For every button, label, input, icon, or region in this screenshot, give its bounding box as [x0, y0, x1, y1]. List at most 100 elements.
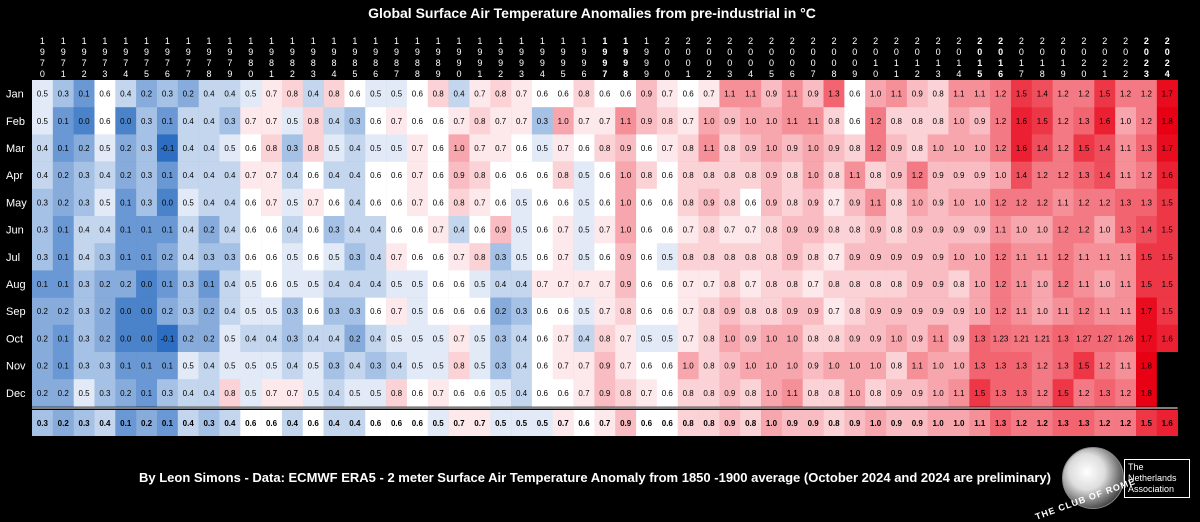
year-label-digit: 9	[165, 47, 170, 57]
cell-value-label: 1.1	[787, 389, 799, 398]
cell-value-label: 0.8	[724, 198, 736, 207]
heatmap-cell	[927, 107, 949, 135]
heatmap-cell	[615, 161, 637, 190]
annual-value-label: 0.9	[724, 419, 736, 428]
heatmap-cell	[240, 161, 262, 190]
cell-value-label: 0.8	[224, 389, 236, 398]
heatmap-cell	[1073, 80, 1095, 108]
heatmap-cell	[573, 134, 595, 162]
heatmap-cell	[365, 161, 387, 190]
annual-cell	[365, 410, 387, 436]
cell-value-label: 0.5	[495, 389, 507, 398]
cell-value-label: 1.1	[933, 334, 945, 343]
cell-value-label: 0.4	[328, 117, 340, 126]
cell-value-label: 0.4	[203, 389, 215, 398]
year-label-digit: 8	[1040, 69, 1045, 79]
cell-value-label: 0.5	[224, 334, 236, 343]
year-label-digit: 1	[1019, 58, 1024, 68]
cell-value-label: 0.4	[99, 171, 111, 180]
cell-value-label: 1.2	[1141, 90, 1153, 99]
cell-value-label: 0.4	[266, 334, 278, 343]
heatmap-cell	[386, 352, 408, 380]
heatmap-cell	[177, 270, 199, 298]
cell-value-label: 0.7	[745, 280, 757, 289]
year-label-digit: 2	[1123, 58, 1128, 68]
heatmap-cell	[636, 188, 658, 217]
year-label-digit: 0	[811, 47, 816, 57]
heatmap-cell	[281, 161, 304, 190]
year-label-digit: 0	[956, 47, 961, 57]
heatmap-cell	[927, 352, 949, 380]
cell-value-label: 1.3	[828, 90, 840, 99]
heatmap-cell	[136, 379, 158, 407]
annual-cell	[1011, 410, 1033, 436]
year-label-digit: 1	[61, 69, 66, 79]
year-label-digit: 6	[165, 69, 170, 79]
heatmap-cell	[761, 352, 783, 380]
cell-value-label: 0.4	[349, 198, 361, 207]
cell-value-label: 0.4	[203, 117, 215, 126]
year-label-digit: 7	[40, 58, 45, 68]
year-label-digit: 9	[415, 47, 420, 57]
cell-value-label: 0.7	[745, 226, 757, 235]
cell-value-label: 0.6	[558, 307, 570, 316]
heatmap-cell	[1011, 352, 1033, 380]
cell-value-label: 1.7	[1162, 144, 1174, 153]
year-label-digit: 8	[269, 58, 274, 68]
heatmap-cell	[594, 243, 616, 271]
cell-value-label: 0.4	[203, 198, 215, 207]
heatmap-cell	[781, 161, 804, 190]
cell-value-label: 0.1	[141, 226, 153, 235]
cell-value-label: 0.3	[79, 198, 91, 207]
heatmap-cell	[1156, 216, 1178, 244]
year-label-digit: 0	[977, 47, 982, 57]
heatmap-cell	[448, 134, 470, 162]
cell-value-label: 0.8	[683, 144, 695, 153]
annual-cell	[886, 410, 908, 436]
cell-value-label: 0.8	[683, 171, 695, 180]
cell-value-label: 1.4	[1016, 171, 1028, 180]
year-label-digit: 2	[831, 36, 836, 46]
year-label-digit: 9	[623, 58, 628, 68]
heatmap-cell	[906, 352, 928, 380]
heatmap-cell	[73, 270, 95, 298]
club-of-rome-logo: The Netherlands Association THE CLUB OF …	[1034, 445, 1192, 522]
cell-value-label: 1.5	[974, 389, 986, 398]
cell-value-label: 0.2	[203, 334, 215, 343]
cell-value-label: 1.0	[933, 362, 945, 371]
heatmap-cell	[511, 297, 533, 326]
cell-value-label: 0.7	[662, 144, 674, 153]
cell-value-label: 0.3	[203, 253, 215, 262]
cell-value-label: 0.6	[558, 389, 570, 398]
annual-cell	[198, 410, 220, 436]
cell-value-label: 0.9	[933, 307, 945, 316]
cell-value-label: 0.6	[391, 226, 403, 235]
heatmap-cell	[386, 216, 408, 244]
annual-value-label: 0.9	[620, 419, 632, 428]
heatmap-cell	[636, 324, 658, 353]
annual-value-label: 0.4	[328, 419, 340, 428]
cell-value-label: 0.8	[787, 280, 799, 289]
annual-value-label: 0.9	[912, 419, 924, 428]
cell-value-label: 0.5	[370, 90, 382, 99]
cell-value-label: 0.6	[453, 280, 465, 289]
cell-value-label: 1.1	[1016, 253, 1028, 262]
heatmap-cell	[552, 379, 574, 407]
cell-value-label: 0.3	[162, 389, 174, 398]
heatmap-cell	[136, 324, 158, 353]
cell-value-label: 0.2	[162, 253, 174, 262]
heatmap-cell	[94, 188, 116, 217]
heatmap-cell	[1052, 243, 1074, 271]
cell-value-label: 0.6	[662, 307, 674, 316]
year-label-digit: 6	[790, 69, 795, 79]
cell-value-label: 0.4	[37, 144, 49, 153]
cell-value-label: 1.3	[974, 362, 986, 371]
cell-value-label: 0.3	[99, 362, 111, 371]
year-label-digit: 1	[519, 36, 524, 46]
annual-value-label: 0.6	[641, 419, 653, 428]
year-label-digit: 2	[915, 69, 920, 79]
cell-value-label: 1.8	[1141, 389, 1153, 398]
year-label-digit: 0	[936, 47, 941, 57]
month-label: Jan	[6, 89, 24, 101]
cell-value-label: 0.3	[537, 117, 549, 126]
